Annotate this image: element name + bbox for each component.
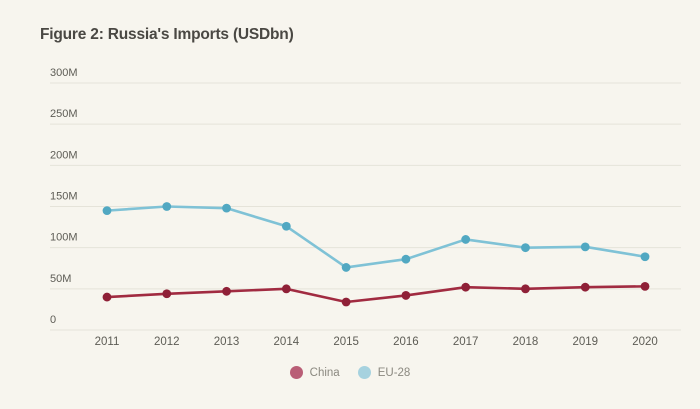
y-axis-tick-label: 100M bbox=[50, 232, 78, 244]
data-point-china-2012 bbox=[162, 289, 172, 299]
data-point-china-2013 bbox=[222, 286, 231, 296]
y-axis-tick-label: 300M bbox=[50, 67, 78, 79]
data-point-eu-28-2019 bbox=[580, 242, 590, 252]
data-point-china-2017 bbox=[461, 282, 471, 292]
data-point-eu-28-2011 bbox=[102, 206, 112, 216]
y-axis-tick-label: 150M bbox=[50, 191, 78, 203]
y-axis-tick-label: 200M bbox=[50, 149, 78, 161]
series-line-eu-28 bbox=[105, 205, 647, 269]
x-axis-tick-label: 2019 bbox=[572, 336, 598, 348]
data-point-eu-28-2014 bbox=[281, 221, 291, 231]
x-axis-tick-label: 2018 bbox=[513, 336, 539, 348]
y-axis-tick-label: 250M bbox=[50, 108, 78, 120]
legend-label-eu28: EU-28 bbox=[377, 366, 411, 379]
data-point-eu-28-2016 bbox=[401, 254, 411, 264]
y-axis-tick-label: 50M bbox=[50, 273, 71, 285]
data-point-china-2020 bbox=[640, 281, 650, 291]
data-point-eu-28-2012 bbox=[162, 202, 172, 211]
chart-title: Figure 2: Russia's Imports (USDbn) bbox=[40, 26, 294, 43]
x-axis-tick-label: 2011 bbox=[95, 336, 120, 348]
y-axis-tick-label: 0 bbox=[50, 314, 56, 326]
data-point-china-2019 bbox=[580, 282, 590, 292]
chart-legend: China EU-28 bbox=[0, 366, 700, 379]
data-point-china-2016 bbox=[401, 291, 411, 300]
x-axis-tick-label: 2015 bbox=[333, 336, 359, 348]
x-axis-tick-label: 2012 bbox=[154, 336, 180, 348]
data-point-china-2011 bbox=[102, 292, 112, 302]
data-point-eu-28-2013 bbox=[222, 203, 231, 213]
series-line-china bbox=[105, 285, 647, 304]
x-axis-tick-label: 2020 bbox=[632, 336, 658, 348]
data-point-eu-28-2017 bbox=[461, 235, 471, 244]
x-axis-tick-label: 2014 bbox=[274, 336, 300, 348]
data-point-china-2015 bbox=[341, 297, 351, 307]
legend-item-eu28: EU-28 bbox=[357, 366, 411, 379]
data-point-eu-28-2015 bbox=[341, 263, 351, 272]
data-point-eu-28-2018 bbox=[521, 243, 530, 253]
legend-label-china: China bbox=[309, 366, 340, 379]
eu28-legend-dot-icon bbox=[357, 366, 371, 379]
data-point-eu-28-2020 bbox=[640, 252, 650, 262]
legend-item-china: China bbox=[289, 366, 340, 379]
china-legend-dot-icon bbox=[289, 366, 303, 379]
x-axis-tick-label: 2017 bbox=[453, 336, 479, 348]
x-axis-tick-label: 2016 bbox=[393, 336, 419, 348]
data-point-china-2014 bbox=[281, 284, 291, 294]
data-point-china-2018 bbox=[521, 284, 530, 294]
x-axis-tick-label: 2013 bbox=[214, 336, 240, 348]
